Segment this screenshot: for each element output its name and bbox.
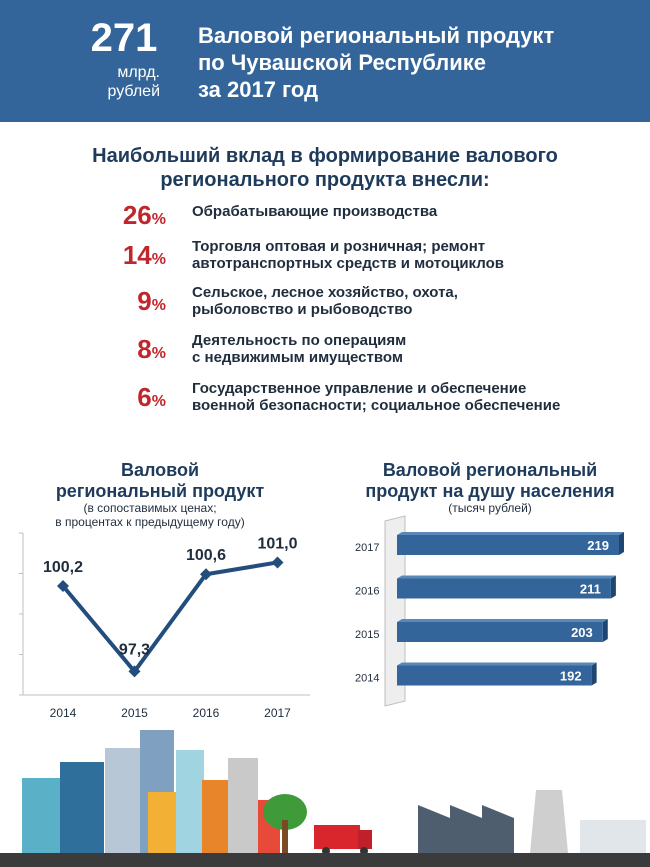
data-label: 101,0 [257,535,297,552]
bar-chart: 219 211 203 192 2017 2016 2015 2014 [355,515,624,707]
header-title-line: Валовой региональный продукт [198,23,555,48]
y-tick-label: 2016 [355,586,379,598]
y-tick-label: 2014 [355,673,379,685]
bar-top-3d [397,662,597,666]
tree-icon [263,794,307,830]
skyscraper [228,758,258,853]
bar-side-3d [610,575,616,599]
line-chart-subtitle: (в сопоставимых ценах; в процентах к пре… [55,501,245,529]
contributions-title-line: регионального продукта внесли: [160,169,490,191]
contribution-description: Обрабатывающие производства [192,203,438,220]
bar-side-3d [602,619,608,642]
bar-chart-title: Валовой региональный продукт на душу нас… [365,460,615,501]
bar-side-3d [591,662,597,686]
contribution-description: Торговля оптовая и розничная; ремонт авт… [192,238,504,272]
contribution-description: Государственное управление и обеспечение… [192,380,561,414]
bar-value-label: 192 [560,669,582,684]
contribution-percent: 8% [137,334,166,364]
header-title-line: по Чувашской Республике [198,50,486,75]
cooling-tower [530,790,568,853]
bar-top-3d [397,532,624,535]
factory-building [418,805,514,853]
x-tick-label: 2015 [121,706,148,720]
bar-value-label: 203 [571,625,593,640]
contribution-percent: 9% [137,286,166,316]
data-point [57,580,69,593]
bar [397,622,603,642]
skyscraper [60,762,104,853]
x-tick-label: 2016 [193,706,220,720]
bar [397,535,619,555]
data-point [128,665,141,678]
factory-building [580,820,646,853]
contribution-description: Сельское, лесное хозяйство, охота, рыбол… [192,284,458,318]
header-banner: 271 млрд. рублей Валовой региональный пр… [0,0,650,122]
bar-top-3d [397,619,608,622]
header-title-line: за 2017 год [198,77,319,102]
skyscraper [202,780,228,853]
bar-side-3d [619,532,624,555]
skyscraper [176,750,204,853]
series-line [61,560,278,674]
x-tick-label: 2017 [264,706,291,720]
bar [397,665,592,686]
data-point [200,568,212,581]
x-tick-label: 2014 [50,706,77,720]
contributions-title-line: Наибольший вклад в формирование валового [92,145,558,167]
bar-value-label: 211 [580,582,601,597]
ground-road [0,853,650,867]
bar-chart-subtitle: (тысяч рублей) [448,501,532,515]
cityscape-illustration [0,730,650,867]
contribution-percent: 14% [122,240,166,270]
truck-icon [314,825,360,849]
line-chart-title: Валовой региональный продукт [55,460,265,501]
skyscraper [148,792,176,853]
tree-trunk [282,820,288,853]
contribution-percent: 26% [122,200,166,230]
header-title: Валовой региональный продукт по Чувашско… [198,22,554,103]
bar-value-label: 219 [587,538,609,553]
contributions-title: Наибольший вклад в формирование валового… [0,144,650,192]
data-label: 100,2 [43,559,83,576]
data-label: 97,3 [119,641,150,658]
data-label: 100,6 [186,547,226,564]
y-tick-label: 2017 [355,542,379,554]
bar [397,578,611,599]
grp-total-unit-line2: рублей [107,83,160,100]
y-tick-label: 2015 [355,629,379,641]
grp-total-value: 271 [90,16,158,60]
axis-wall-3d [384,515,406,707]
contribution-percent: 6% [137,382,166,412]
bar-top-3d [397,575,616,579]
contribution-description: Деятельность по операциям с недвижимым и… [192,332,407,366]
skyscraper [105,748,143,853]
skyscraper [22,778,62,853]
truck-cab [358,830,372,849]
grp-total-unit-line1: млрд. [117,64,160,81]
data-point [271,556,284,569]
line-chart: 100,2 97,3 100,6 101,0 2014 2015 2016 2017 [19,532,310,720]
